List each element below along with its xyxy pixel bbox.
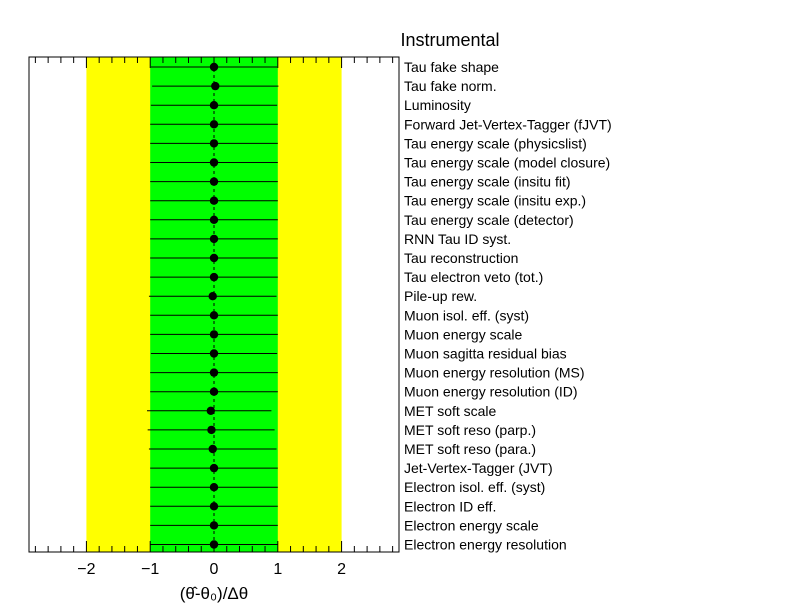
parameter-label: Tau energy scale (model closure) (404, 155, 610, 171)
parameter-label: MET soft reso (parp.) (404, 422, 536, 438)
parameter-label: Tau fake norm. (404, 78, 497, 94)
data-marker (209, 139, 219, 148)
pull-point (147, 425, 275, 435)
parameter-label: Jet-Vertex-Tagger (JVT) (404, 460, 553, 476)
parameter-label: Tau fake shape (404, 59, 499, 75)
pull-point (150, 463, 278, 473)
data-marker (209, 502, 219, 511)
data-marker (209, 330, 219, 339)
pull-point (150, 139, 278, 148)
x-tick-label: 1 (273, 561, 282, 578)
pull-point (150, 349, 278, 358)
parameter-label: Electron energy resolution (404, 537, 567, 553)
pull-point (150, 311, 278, 320)
pull-point (150, 368, 278, 377)
pull-point (150, 215, 278, 224)
ticks-layer: −2 −1 0 1 2 (34, 57, 394, 578)
data-marker (206, 406, 216, 415)
pull-point (150, 101, 278, 110)
parameter-label: RNN Tau ID syst. (404, 231, 511, 247)
data-marker (208, 292, 217, 301)
pull-point (150, 158, 278, 167)
pull-point (148, 444, 277, 454)
parameter-label: Muon isol. eff. (syst) (404, 307, 529, 323)
parameter-label: Tau reconstruction (404, 250, 518, 266)
data-marker (209, 101, 219, 110)
data-marker (209, 387, 219, 396)
parameter-label: Tau electron veto (tot.) (404, 269, 543, 285)
data-marker (209, 463, 219, 473)
x-tick-label: 2 (337, 561, 346, 578)
chart-title: Instrumental (400, 30, 499, 50)
parameter-label: Tau energy scale (insitu fit) (404, 174, 571, 190)
data-marker (209, 196, 219, 205)
x-axis-label: (θ̂-θ₀)/Δθ (180, 584, 248, 603)
pull-point (147, 406, 272, 415)
pull-point (150, 502, 278, 511)
parameter-label: Muon energy scale (404, 326, 523, 342)
data-marker (209, 349, 219, 358)
data-marker (209, 215, 219, 224)
pull-point (150, 387, 278, 396)
data-marker (209, 272, 219, 282)
parameter-label: Muon energy resolution (ID) (404, 384, 578, 400)
parameter-label: Electron ID eff. (404, 498, 496, 514)
pull-point (152, 81, 279, 91)
pull-point (150, 330, 278, 339)
pull-point (150, 272, 278, 282)
data-marker (208, 444, 217, 454)
parameter-label: Muon sagitta residual bias (404, 346, 567, 362)
pull-point (150, 253, 278, 263)
parameter-label: Tau energy scale (insitu exp.) (404, 193, 586, 209)
data-marker (209, 483, 219, 492)
pull-point (150, 521, 278, 530)
parameter-label: Electron isol. eff. (syst) (404, 479, 545, 495)
x-tick-label: −1 (141, 561, 159, 578)
parameter-label: Forward Jet-Vertex-Tagger (fJVT) (404, 116, 612, 132)
labels-layer: Tau fake shape Tau fake norm. Luminosity Fo… (404, 59, 612, 553)
parameter-label: Tau energy scale (detector) (404, 212, 574, 228)
pull-point (150, 177, 278, 186)
pull-point (150, 196, 278, 205)
x-tick-label: −2 (77, 561, 95, 578)
pull-point (150, 483, 278, 492)
data-marker (209, 521, 219, 530)
data-marker (209, 120, 219, 129)
data-marker (209, 311, 219, 320)
parameter-label: Pile-up rew. (404, 288, 477, 304)
parameter-label: MET soft reso (para.) (404, 441, 536, 457)
parameter-label: Electron energy scale (404, 517, 539, 533)
data-marker (211, 81, 220, 91)
marks-layer (147, 62, 279, 549)
pull-point (150, 120, 278, 129)
x-tick-label: 0 (210, 561, 219, 578)
parameter-label: Muon energy resolution (MS) (404, 365, 585, 381)
data-marker (207, 425, 216, 435)
data-marker (209, 253, 219, 263)
data-marker (209, 368, 219, 377)
parameter-label: MET soft scale (404, 403, 497, 419)
parameter-label: Luminosity (404, 97, 471, 113)
data-marker (209, 177, 219, 186)
data-marker (209, 234, 219, 244)
data-marker (209, 158, 219, 167)
pull-point (148, 292, 277, 301)
pull-point (150, 234, 278, 244)
parameter-label: Tau energy scale (physicslist) (404, 135, 587, 151)
